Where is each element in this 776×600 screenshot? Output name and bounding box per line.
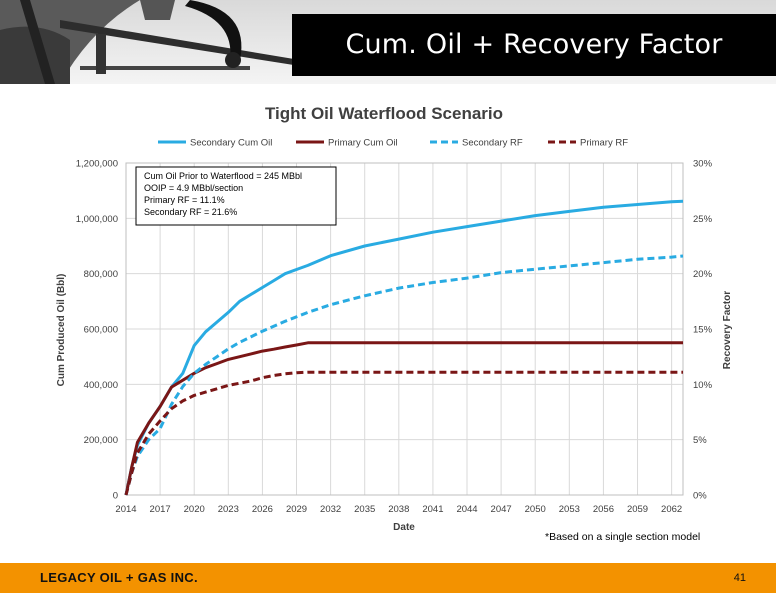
y2-tick-label: 10%	[693, 380, 713, 391]
y2-tick-label: 30%	[693, 159, 713, 170]
y2-tick-label: 25%	[693, 214, 713, 225]
x-tick-label: 2059	[627, 504, 648, 515]
x-tick-label: 2032	[320, 504, 341, 515]
legend-label: Primary RF	[580, 138, 628, 149]
annotation-box: Cum Oil Prior to Waterflood = 245 MBbl O…	[135, 166, 337, 226]
x-tick-label: 2044	[456, 504, 477, 515]
header-banner: Cum. Oil + Recovery Factor	[0, 0, 776, 84]
y2-tick-label: 15%	[693, 325, 713, 336]
legend-label: Primary Cum Oil	[328, 138, 398, 149]
chart-title: Tight Oil Waterflood Scenario	[265, 104, 503, 123]
x-tick-label: 2047	[491, 504, 512, 515]
chart-legend: Secondary Cum Oil Primary Cum Oil Secondar…	[158, 138, 628, 149]
y-tick-label: 400,000	[84, 380, 118, 391]
x-tick-label: 2023	[218, 504, 239, 515]
chart-axes: 2014 2017 2020 2023 2026 2029 2032 2035 2038 2041…	[76, 159, 713, 516]
y-tick-label: 1,200,000	[76, 159, 118, 170]
y2-tick-label: 5%	[693, 435, 707, 446]
footnote: *Based on a single section model	[545, 531, 701, 543]
x-axis-label: Date	[393, 522, 415, 533]
annotation-line-3: Primary RF = 11.1%	[144, 195, 225, 205]
x-tick-label: 2050	[525, 504, 546, 515]
x-tick-label: 2026	[252, 504, 273, 515]
y-axis-label: Cum Produced Oil (Bbl)	[56, 274, 67, 387]
annotation-line-2: OOIP = 4.9 MBbl/section	[144, 183, 243, 193]
y2-tick-label: 20%	[693, 269, 713, 280]
page-number: 41	[733, 572, 746, 584]
series-line-primary-cum-oil	[124, 341, 683, 496]
chart-series	[124, 199, 684, 496]
x-tick-label: 2017	[150, 504, 171, 515]
x-tick-label: 2020	[184, 504, 205, 515]
x-tick-label: 2062	[661, 504, 682, 515]
y2-axis-label: Recovery Factor	[722, 291, 733, 369]
y-tick-label: 800,000	[84, 269, 118, 280]
slide-title: Cum. Oil + Recovery Factor	[292, 14, 776, 76]
x-tick-label: 2056	[593, 504, 614, 515]
tight-oil-chart: Tight Oil Waterflood Scenario Secondary …	[56, 104, 733, 533]
company-name: LEGACY OIL + GAS INC.	[40, 570, 198, 585]
x-tick-label: 2038	[388, 504, 409, 515]
y-tick-label: 1,000,000	[76, 214, 118, 225]
legend-label: Secondary Cum Oil	[190, 138, 272, 149]
annotation-line-1: Cum Oil Prior to Waterflood = 245 MBbl	[144, 171, 302, 181]
x-tick-label: 2029	[286, 504, 307, 515]
series-line-secondary-cum-oil	[124, 199, 684, 496]
x-tick-label: 2035	[354, 504, 375, 515]
plot-frame	[125, 162, 684, 496]
x-tick-label: 2053	[559, 504, 580, 515]
y-tick-label: 600,000	[84, 325, 118, 336]
footer-bar: LEGACY OIL + GAS INC. 41	[0, 563, 776, 593]
series-line-primary-rf	[124, 370, 683, 496]
x-tick-label: 2041	[422, 504, 443, 515]
y-tick-label: 200,000	[84, 435, 118, 446]
y-tick-label: 0	[113, 491, 118, 502]
legend-label: Secondary RF	[462, 138, 523, 149]
x-tick-label: 2014	[115, 504, 136, 515]
annotation-line-4: Secondary RF = 21.6%	[144, 207, 237, 217]
y2-tick-label: 0%	[693, 491, 707, 502]
series-line-secondary-rf	[124, 254, 684, 496]
